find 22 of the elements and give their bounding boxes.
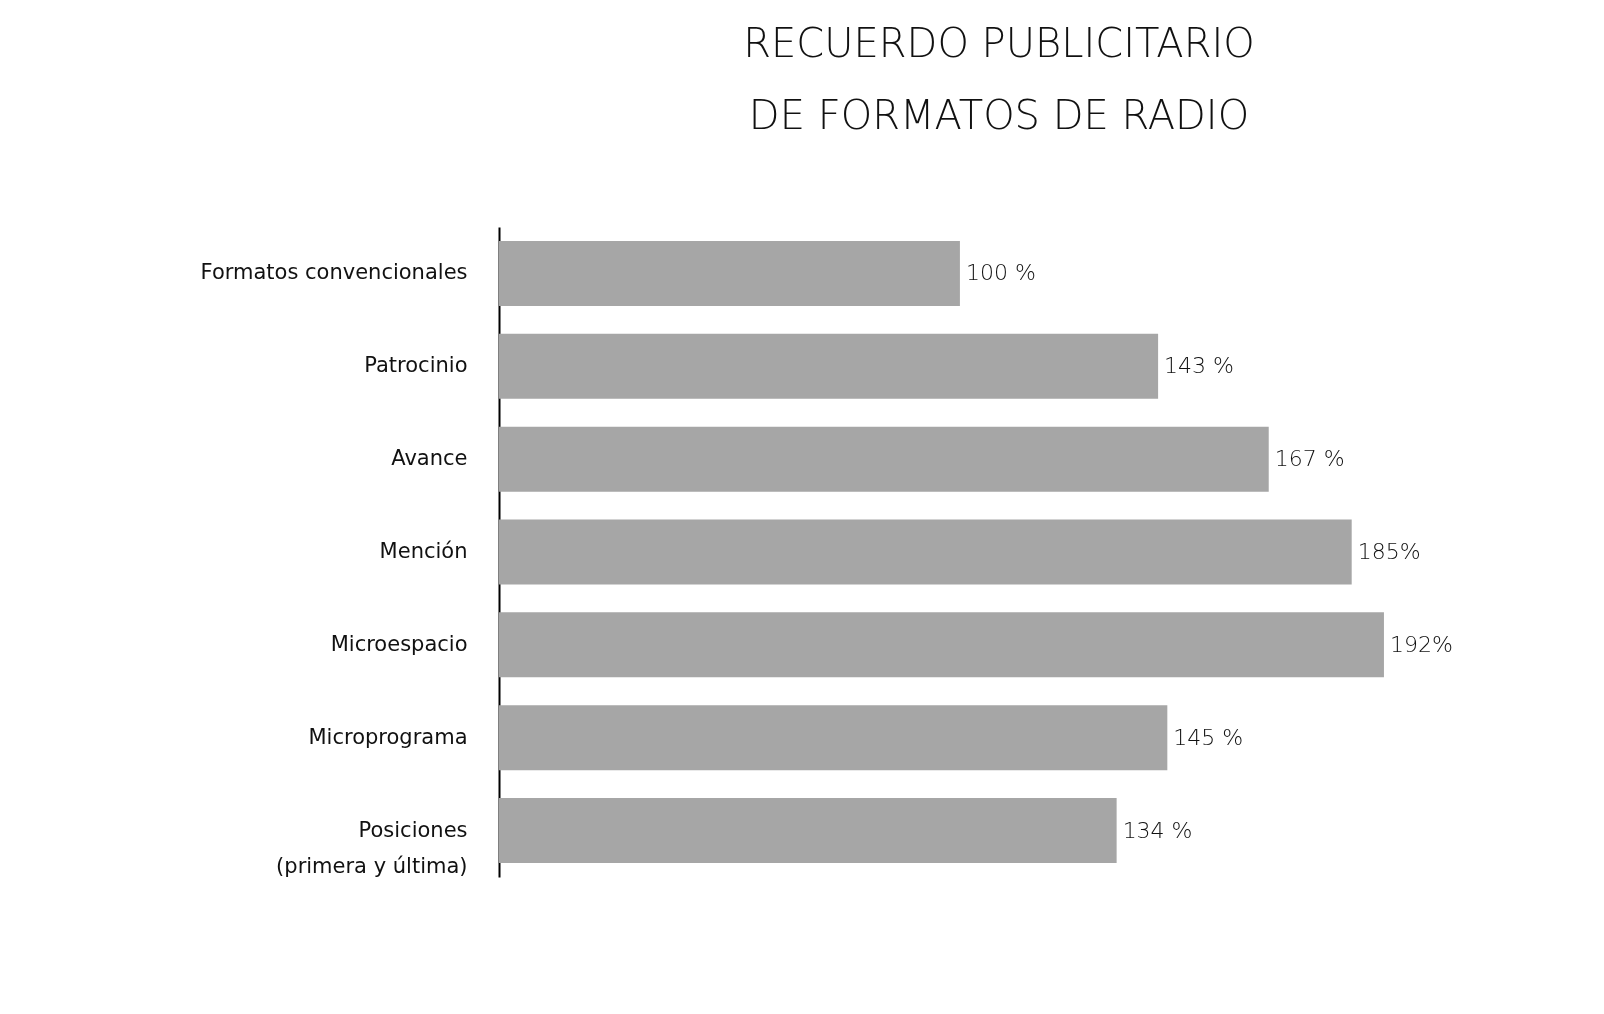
y-tick-label: Posiciones (primera y última) — [276, 817, 468, 878]
data-label: 185% — [1357, 539, 1421, 564]
bar — [499, 798, 1117, 864]
bar — [499, 240, 960, 306]
data-label: 145 % — [1173, 724, 1244, 750]
y-tick-label: Patrocinio — [364, 353, 468, 378]
y-tick-label: Microprograma — [308, 724, 468, 749]
bar — [499, 705, 1168, 771]
data-label: 167 % — [1274, 446, 1345, 472]
bar — [499, 333, 1159, 399]
data-label: 134 % — [1122, 817, 1193, 843]
data-label: 192% — [1389, 631, 1453, 657]
y-tick-label: Mención — [379, 539, 468, 563]
y-tick-label: Microespacio — [330, 631, 468, 656]
data-label: 100 % — [965, 260, 1036, 286]
bar — [499, 519, 1352, 585]
y-tick-label: Avance — [391, 446, 468, 471]
y-tick-label: Formatos convencionales — [200, 260, 468, 285]
data-label: 143 % — [1164, 353, 1234, 379]
chart-title: RECUERDO PUBLICITARIO DE FORMATOS DE RADIO — [743, 20, 1255, 138]
bar — [499, 426, 1269, 492]
bar — [499, 612, 1384, 678]
